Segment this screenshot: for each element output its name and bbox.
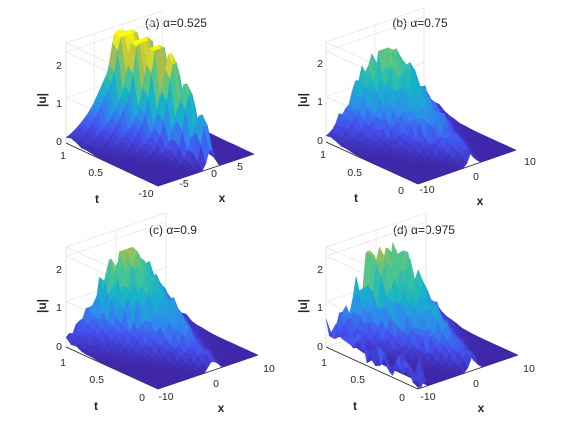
panel-b-t-label: t [354,191,358,205]
panel-d-z-tick: 1 [317,302,323,314]
panel-c-z-tick: 0 [56,341,62,353]
panel-b-x-tick: 10 [524,156,536,168]
panel-a-z-tick: 0 [56,136,62,148]
panel-b-z-tick: 2 [317,58,323,70]
panel-c-surface [65,246,259,390]
panel-b-z-tick: 0 [317,135,323,147]
panel-a-x-tick: 0 [211,168,217,180]
panel-b-box-edge [325,7,425,43]
panel-d-surface-patch [509,352,519,357]
panel-a-z-label: |u| [35,93,49,107]
panel-d: (d) α=0.975 |u| 2 1 0 1 0.5 0 t -10 0 10… [296,212,535,415]
panel-d-z-tick: 2 [317,264,323,276]
panel-d-t-tick: 1 [321,357,327,369]
panel-c-title: (c) α=0.9 [149,223,197,237]
panel-d-t-tick: 0.5 [350,374,365,386]
panel-b-z-tick: 1 [317,96,323,108]
panel-b-x-label: x [477,194,484,208]
panel-a-title: (a) α=0.525 [145,16,207,30]
panel-a-z-tick: 1 [56,98,62,110]
panel-a-t-tick: 0.5 [88,167,103,179]
panel-b-surface [325,47,517,185]
panel-d-x-label: x [478,401,485,415]
panel-c-t-tick: 0 [139,392,145,404]
panel-b-title: (b) α=0.75 [392,16,448,30]
panel-a-surface [65,29,255,187]
panel-d-x-tick: 0 [473,378,479,390]
panel-c-t-tick: 1 [60,357,66,369]
panel-b-x-tick: 0 [473,171,479,183]
panel-d-x-tick: 10 [523,363,535,375]
panel-c-z-tick: 2 [56,264,62,276]
panel-b-x-tick: -10 [419,184,434,196]
panel-c-t-tick: 0.5 [89,374,104,386]
panel-d-title: (d) α=0.975 [393,223,455,237]
panel-c-x-label: x [218,401,225,415]
panel-c-box-edge [65,212,167,248]
panel-d-t-label: t [353,399,357,413]
panel-c-z-label: |u| [35,299,49,313]
panel-a-t-label: t [95,192,99,206]
panel-c-t-label: t [94,399,98,413]
panel-b-surface-patch [507,147,517,152]
panel-c-x-tick: 10 [263,363,275,375]
panel-d-z-label: |u| [296,299,310,313]
panel-c-x-tick: 0 [213,378,219,390]
panel-c: (c) α=0.9 |u| 2 1 0 1 0.5 0 t -10 0 10 x [35,212,275,415]
panel-b: (b) α=0.75 |u| 2 1 0 1 0.5 0 t -10 0 10 … [296,7,536,208]
panel-a-z-tick: 2 [56,60,62,72]
panel-a-t-tick: 1 [60,150,66,162]
panel-c-z-tick: 1 [56,302,62,314]
panel-a-x-tick: -10 [138,188,153,200]
panel-a-x-tick: -5 [179,178,188,190]
panel-d-t-tick: 0 [399,392,405,404]
panel-a-surface-patch [245,151,255,156]
panel-b-z-label: |u| [296,93,310,107]
panel-d-box-edge [325,212,427,248]
panel-a-x-tick: 5 [237,161,243,173]
panel-d-t-axis [325,346,419,390]
panel-b-t-tick: 0.5 [347,167,362,179]
panel-b-t-tick: 1 [320,149,326,161]
panel-a: (a) α=0.525 |u| 2 1 0 1 0.5 t -10 -5 0 5… [35,10,255,206]
panel-c-surface-patch [249,352,259,357]
panel-b-t-tick: 0 [398,185,404,197]
panel-d-z-tick: 0 [317,341,323,353]
panel-c-x-tick: -10 [158,391,173,403]
panel-d-surface [325,241,519,388]
panel-a-x-label: x [219,191,226,205]
panel-a-box-edge [65,10,163,44]
panel-d-x-tick: -10 [420,391,435,403]
